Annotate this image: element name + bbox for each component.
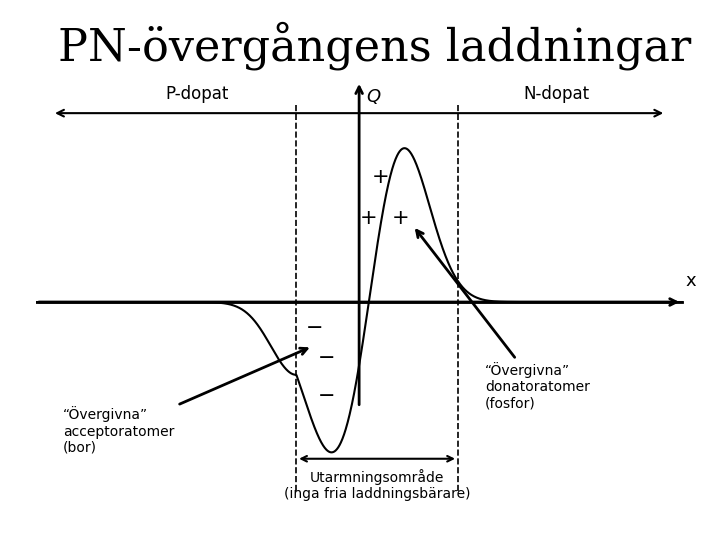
Text: +: +	[372, 167, 390, 187]
Text: x: x	[685, 272, 696, 290]
Text: −: −	[305, 318, 323, 338]
Text: PN-övergångens laddningar: PN-övergångens laddningar	[58, 22, 691, 70]
Text: Q: Q	[366, 87, 380, 106]
Text: P-dopat: P-dopat	[166, 85, 229, 103]
Text: N-dopat: N-dopat	[523, 85, 590, 103]
Text: “Övergivna”
donatoratomer
(fosfor): “Övergivna” donatoratomer (fosfor)	[417, 231, 590, 410]
Text: “Övergivna”
acceptoratomer
(bor): “Övergivna” acceptoratomer (bor)	[63, 348, 307, 455]
Text: +: +	[359, 208, 377, 228]
Text: −: −	[318, 348, 336, 368]
Text: +: +	[392, 208, 409, 228]
Text: −: −	[318, 387, 336, 407]
Text: Utarmningsområde
(inga fria laddningsbärare): Utarmningsområde (inga fria laddningsbär…	[284, 469, 470, 501]
